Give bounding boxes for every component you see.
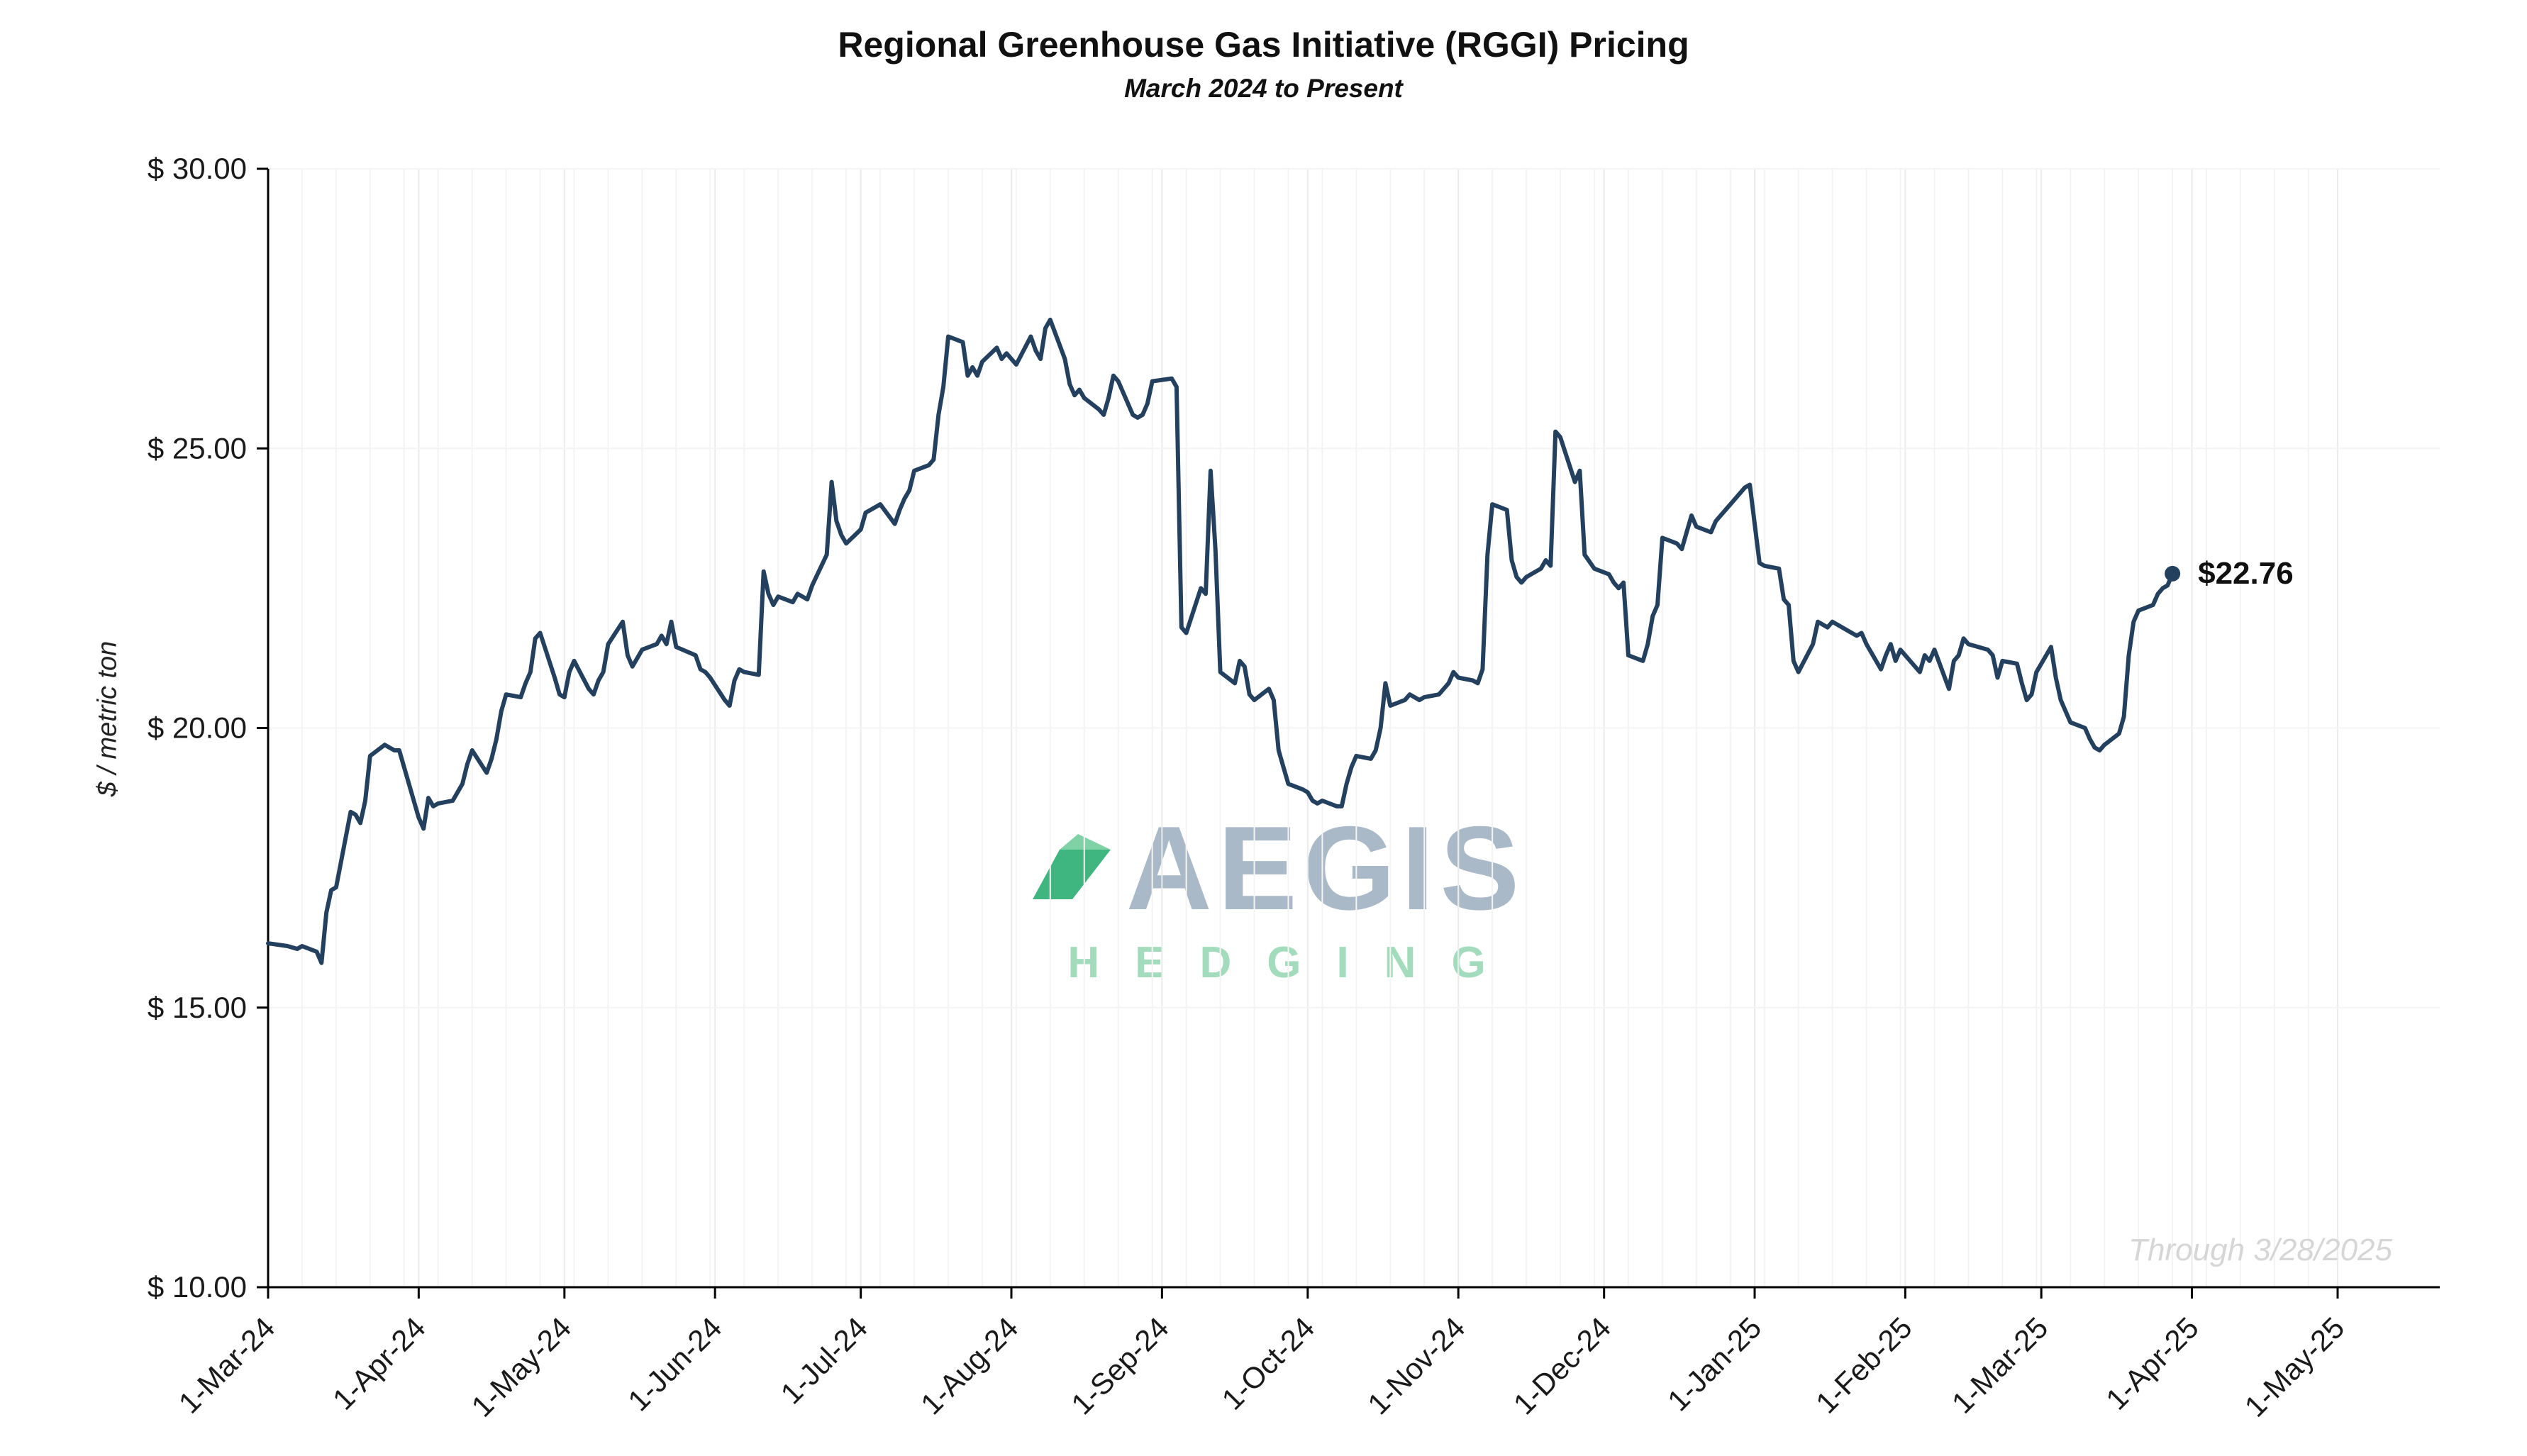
- svg-text:1-Apr-25: 1-Apr-25: [2099, 1311, 2205, 1416]
- svg-text:1-Jul-24: 1-Jul-24: [774, 1311, 874, 1411]
- svg-text:1-Nov-24: 1-Nov-24: [1361, 1311, 1471, 1421]
- svg-text:1-Jun-24: 1-Jun-24: [621, 1311, 728, 1417]
- svg-text:1-May-24: 1-May-24: [465, 1311, 578, 1423]
- svg-text:$22.76: $22.76: [2198, 556, 2294, 591]
- svg-text:$ 15.00: $ 15.00: [148, 991, 247, 1024]
- watermark-brand-sub: HEDGING: [1067, 938, 1521, 987]
- svg-text:1-Apr-24: 1-Apr-24: [326, 1311, 432, 1416]
- svg-text:1-Aug-24: 1-Aug-24: [914, 1311, 1024, 1421]
- svg-text:$ 10.00: $ 10.00: [148, 1270, 247, 1304]
- svg-text:1-Oct-24: 1-Oct-24: [1215, 1311, 1321, 1416]
- svg-text:$ 30.00: $ 30.00: [148, 152, 247, 185]
- svg-text:1-Feb-25: 1-Feb-25: [1809, 1311, 1918, 1420]
- svg-text:1-Jan-25: 1-Jan-25: [1661, 1311, 1767, 1417]
- page-title: Regional Greenhouse Gas Initiative (RGGI…: [838, 25, 1689, 65]
- svg-text:$ 25.00: $ 25.00: [148, 431, 247, 465]
- svg-text:1-Dec-24: 1-Dec-24: [1507, 1311, 1617, 1421]
- svg-text:1-Mar-24: 1-Mar-24: [172, 1311, 282, 1420]
- svg-text:1-Sep-24: 1-Sep-24: [1065, 1311, 1174, 1421]
- through-date-note: Through 3/28/2025: [2128, 1233, 2392, 1267]
- svg-text:1-May-25: 1-May-25: [2238, 1311, 2351, 1423]
- page-subtitle: March 2024 to Present: [1124, 74, 1403, 103]
- svg-text:1-Mar-25: 1-Mar-25: [1945, 1311, 2055, 1420]
- svg-text:$ 20.00: $ 20.00: [148, 711, 247, 745]
